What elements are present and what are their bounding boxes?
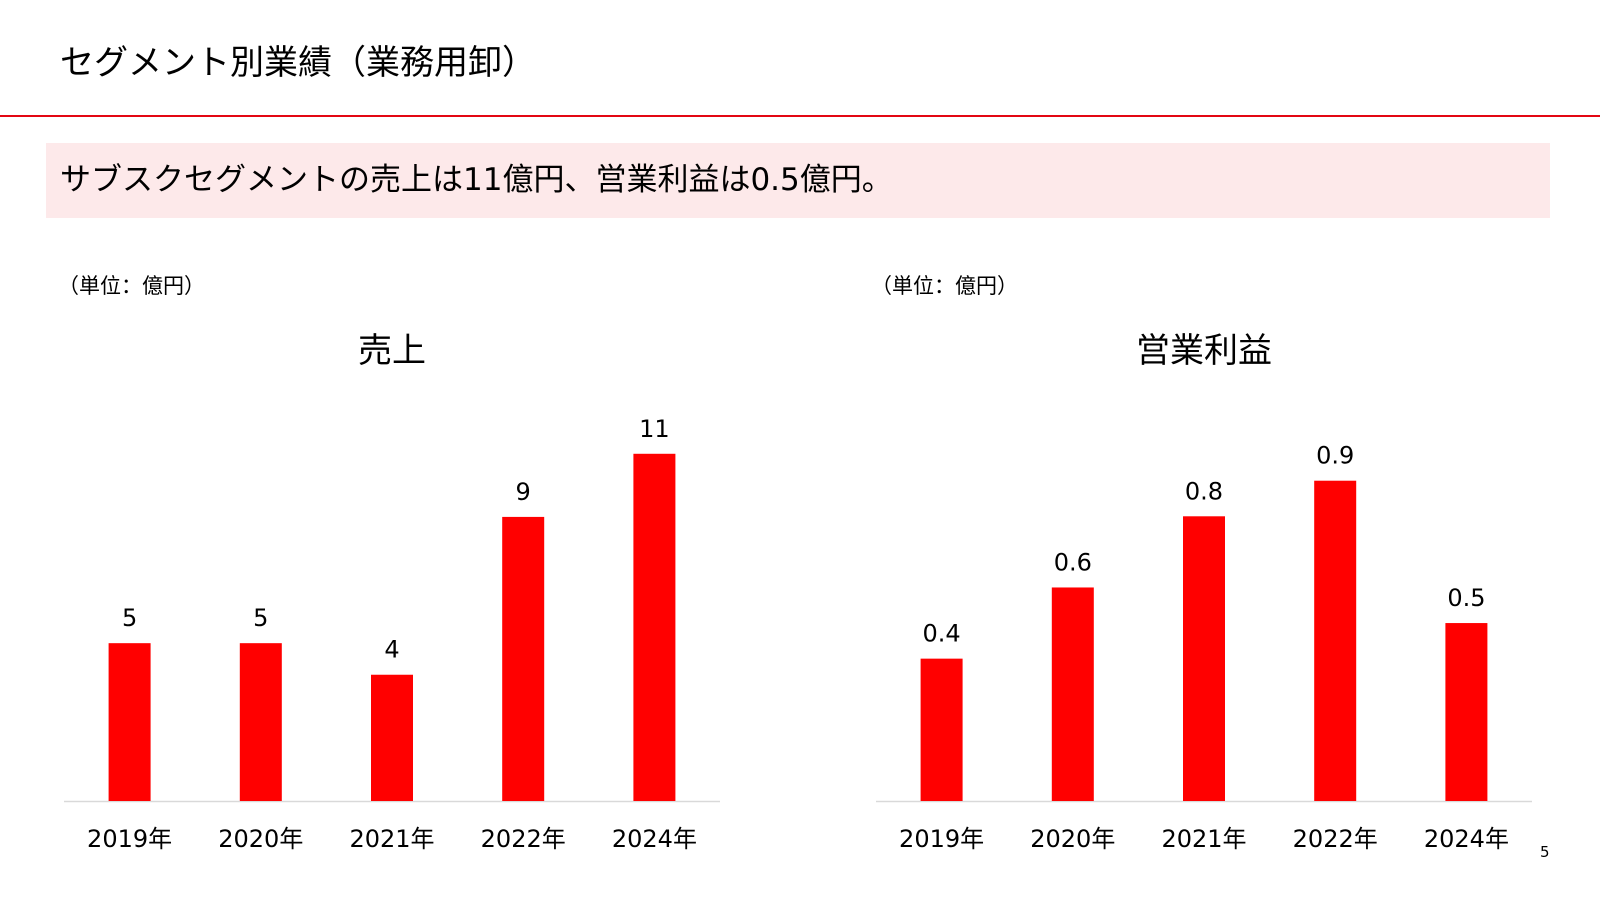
profit-value-label-4: 0.5 bbox=[1447, 584, 1485, 612]
title-divider bbox=[0, 115, 1600, 117]
profit-chart-title: 営業利益 bbox=[1136, 331, 1272, 371]
sales-chart: 売上 5 2019年 5 2020年 4 2021年 9 2022年 11 2024年 bbox=[40, 320, 760, 880]
sales-category-label-2: 2021年 bbox=[349, 825, 434, 853]
profit-value-label-2: 0.8 bbox=[1185, 477, 1223, 505]
profit-category-label-0: 2019年 bbox=[899, 825, 984, 853]
sales-value-label-4: 11 bbox=[639, 415, 670, 443]
profit-category-label-1: 2020年 bbox=[1030, 825, 1115, 853]
summary-banner: サブスクセグメントの売上は11億円、営業利益は0.5億円。 bbox=[46, 143, 1550, 218]
sales-category-label-1: 2020年 bbox=[218, 825, 303, 853]
profit-value-label-3: 0.9 bbox=[1316, 442, 1354, 470]
profit-category-label-2: 2021年 bbox=[1161, 825, 1246, 853]
summary-text: サブスクセグメントの売上は11億円、営業利益は0.5億円。 bbox=[60, 162, 893, 198]
sales-bar-0 bbox=[108, 643, 151, 801]
profit-category-label-4: 2024年 bbox=[1424, 825, 1509, 853]
sales-category-label-0: 2019年 bbox=[87, 825, 172, 853]
profit-bar-0 bbox=[920, 658, 963, 801]
page-title: セグメント別業績（業務用卸） bbox=[60, 43, 536, 83]
profit-category-label-3: 2022年 bbox=[1293, 825, 1378, 853]
profit-bar-2 bbox=[1183, 516, 1225, 801]
sales-bar-4 bbox=[633, 453, 676, 801]
sales-bar-2 bbox=[371, 674, 413, 801]
page-number: 5 bbox=[1540, 843, 1550, 861]
sales-category-label-4: 2024年 bbox=[612, 825, 697, 853]
sales-chart-title: 売上 bbox=[358, 331, 426, 371]
sales-chart-svg: 売上 5 2019年 5 2020年 4 2021年 9 2022年 11 2024年 bbox=[64, 331, 720, 853]
sales-value-label-2: 4 bbox=[384, 636, 399, 664]
sales-value-label-1: 5 bbox=[253, 604, 268, 632]
profit-value-label-1: 0.6 bbox=[1054, 548, 1092, 576]
profit-bar-3 bbox=[1314, 480, 1357, 801]
sales-bar-1 bbox=[239, 643, 282, 801]
sales-unit-label: （単位：億円） bbox=[58, 274, 205, 298]
operating-profit-chart: 営業利益 0.4 2019年 0.6 2020年 0.8 2021年 0.9 2022年 0.5 2… bbox=[852, 320, 1572, 880]
profit-unit-label: （単位：億円） bbox=[871, 274, 1018, 298]
operating-profit-chart-svg: 営業利益 0.4 2019年 0.6 2020年 0.8 2021年 0.9 2022年 0.5 2… bbox=[876, 331, 1532, 853]
profit-value-label-0: 0.4 bbox=[923, 620, 961, 648]
profit-bar-1 bbox=[1051, 587, 1094, 801]
sales-value-label-0: 5 bbox=[122, 604, 137, 632]
sales-category-label-3: 2022年 bbox=[481, 825, 566, 853]
profit-bar-4 bbox=[1445, 623, 1488, 801]
sales-value-label-3: 9 bbox=[516, 478, 531, 506]
sales-bar-3 bbox=[502, 516, 545, 801]
